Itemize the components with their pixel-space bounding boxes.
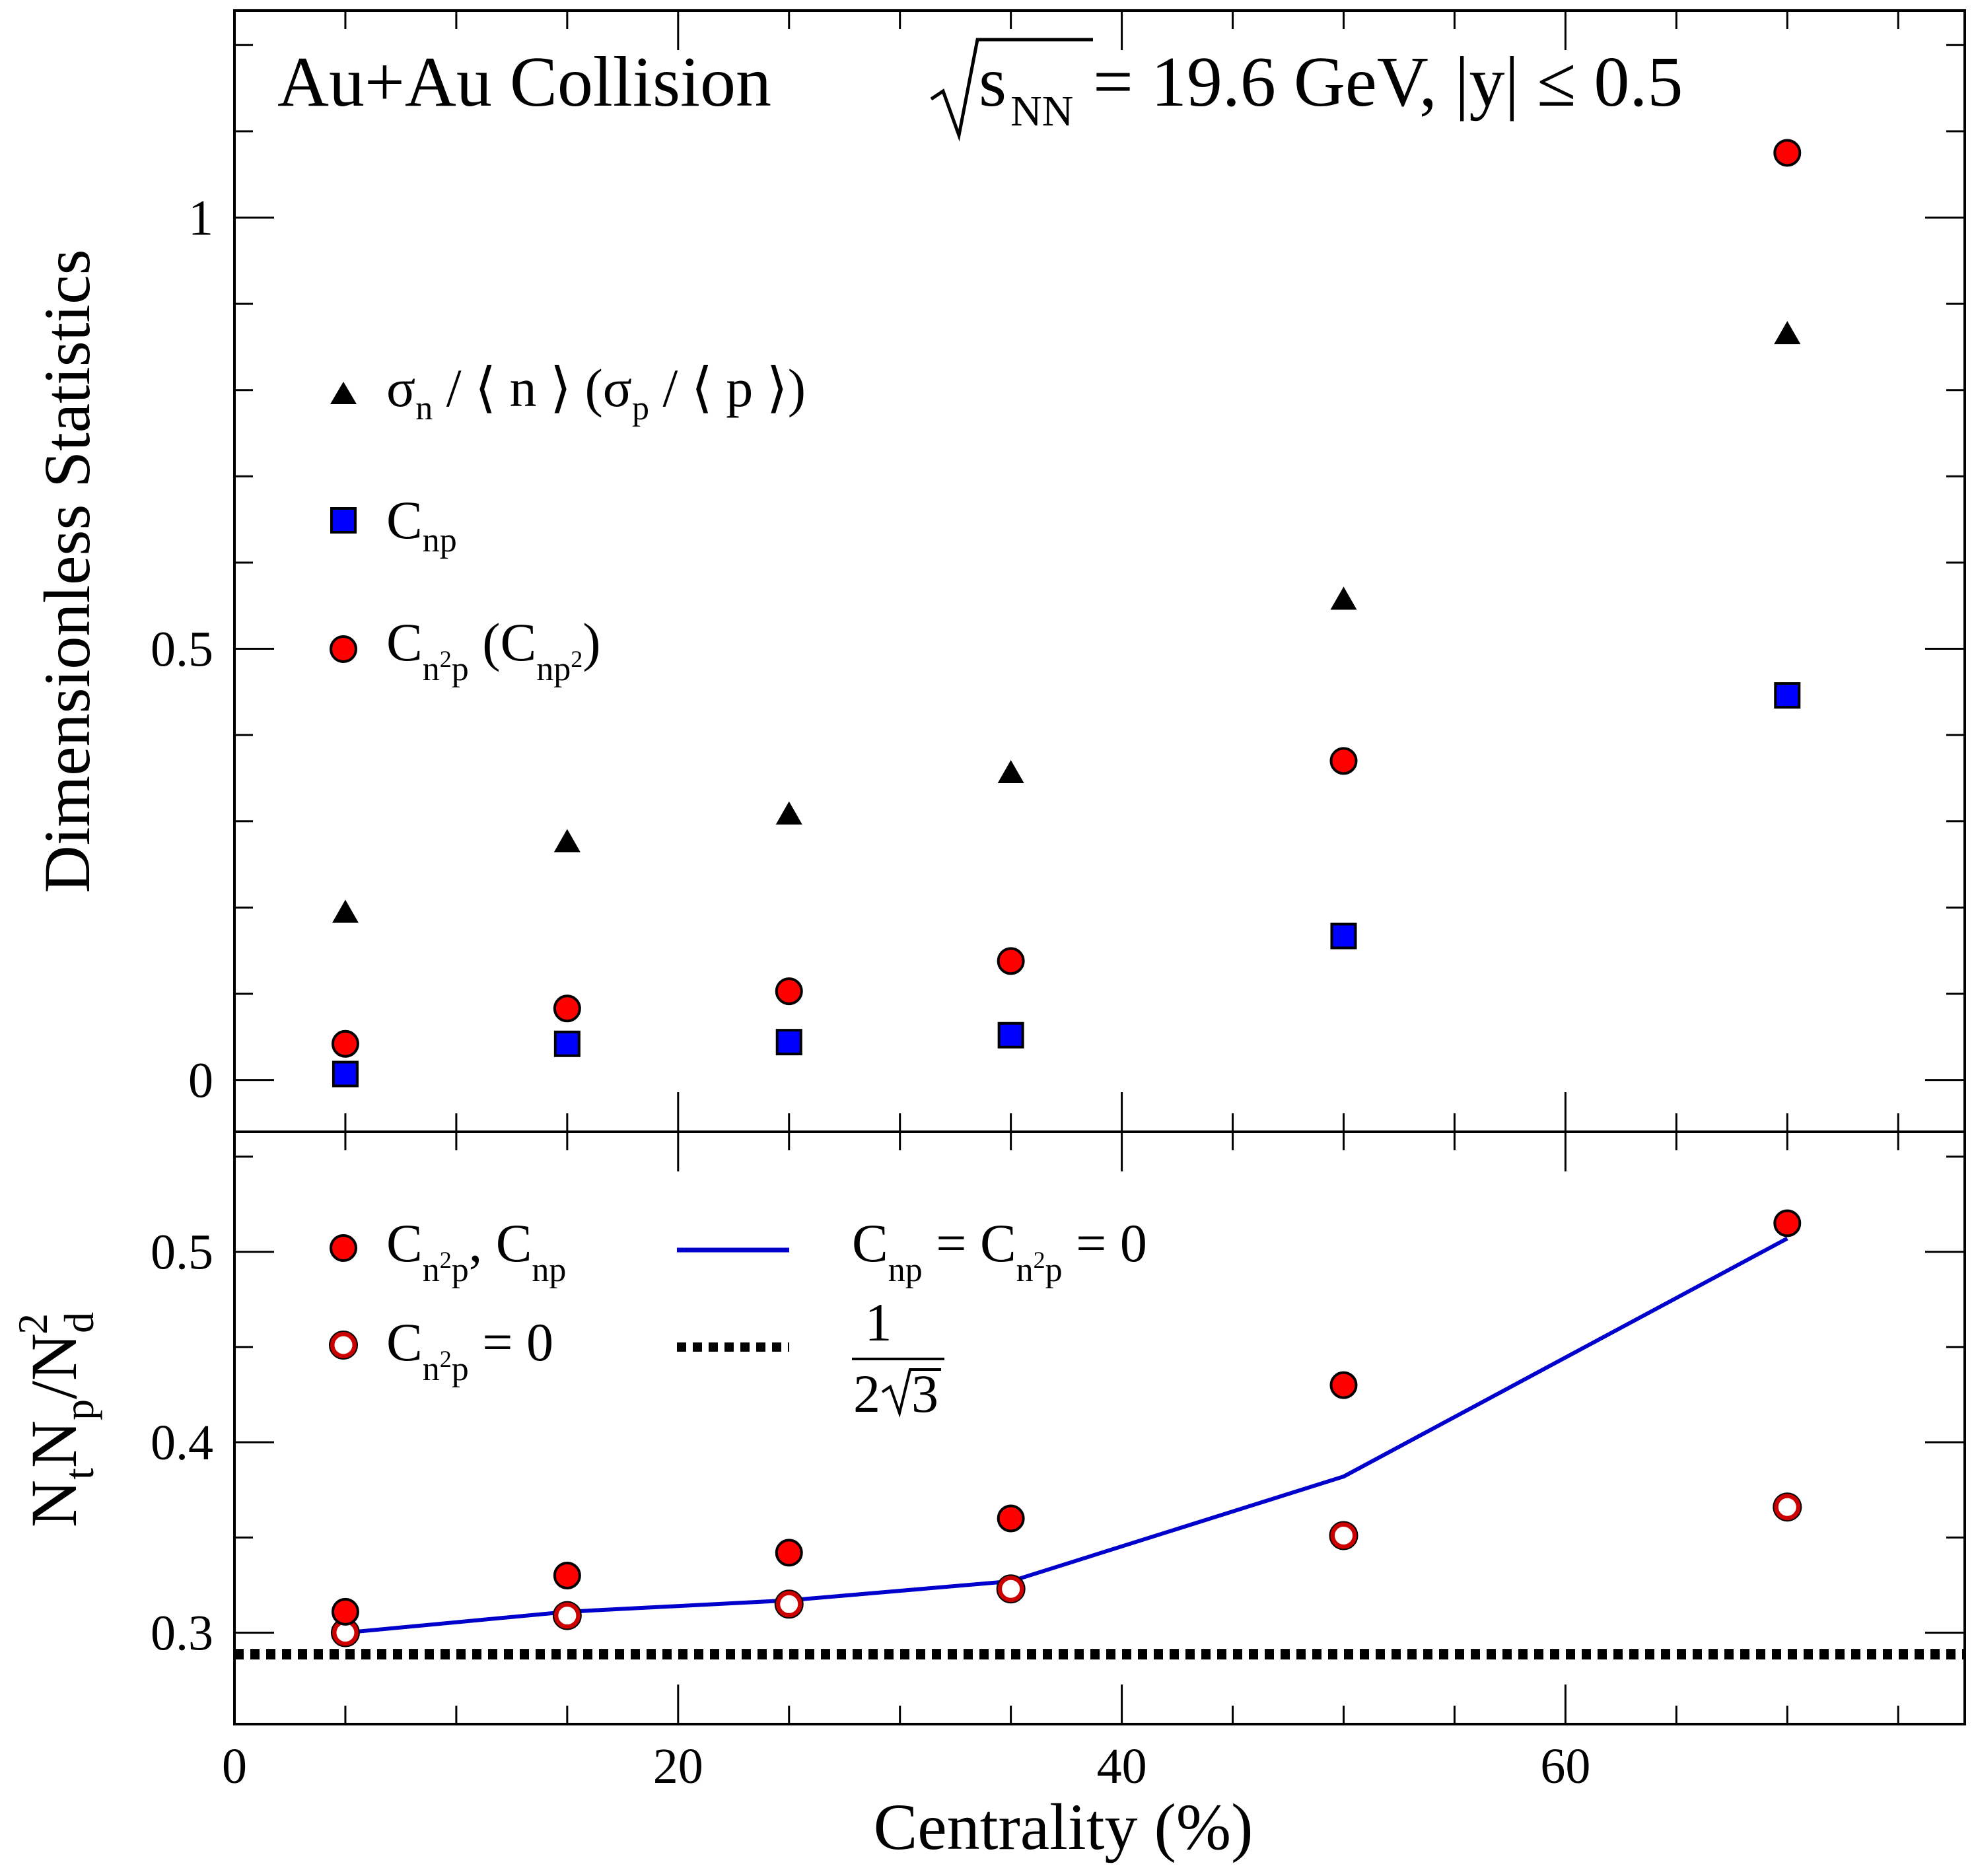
x-tick-label: 0 xyxy=(222,1739,247,1794)
y-tick-label: 0 xyxy=(188,1053,213,1109)
data-point-circle xyxy=(775,977,803,1006)
legend-cn2p-label: Cn2p (Cnp2) xyxy=(386,612,601,688)
top-plot-frame xyxy=(233,9,1966,1133)
data-point-circle xyxy=(997,1504,1025,1533)
legend-cnp-label: Cnp xyxy=(386,490,457,559)
data-point-open-circle-outline xyxy=(1329,1521,1358,1550)
data-point-triangle xyxy=(997,759,1024,783)
legend-open-label: Cn2p = 0 xyxy=(386,1312,553,1388)
y-tick-label: 0.4 xyxy=(151,1415,213,1471)
y-tick-label: 0.5 xyxy=(151,622,213,677)
legend-fraction-denominator-radicand: 3 xyxy=(911,1364,938,1424)
data-point-circle xyxy=(1773,1209,1802,1237)
chart-title-part-1: Au+Au Collision xyxy=(277,43,771,122)
data-point-circle xyxy=(553,1562,581,1590)
legend-item-cn2p: Cn2p (Cnp2) xyxy=(330,612,601,688)
chart-title-s: s xyxy=(979,43,1006,122)
data-point-circle xyxy=(553,994,581,1023)
data-point-triangle xyxy=(1774,321,1801,345)
bottom-legend: Cn2p, Cnp Cn2p = 0 Cnp = Cn2p = 0 1 2 3 xyxy=(329,1213,1147,1424)
data-point-circle xyxy=(1329,747,1358,775)
bottom-y-axis-label: NtNp/Nd2 xyxy=(9,1312,102,1527)
data-point-square xyxy=(1774,682,1801,709)
top-data-marks xyxy=(331,139,1802,1088)
bottom-y-tick-labels: 0.3 0.4 0.5 xyxy=(151,1225,213,1661)
data-point-open-circle-outline xyxy=(996,1574,1026,1604)
data-point-open-circle-outline xyxy=(774,1589,804,1619)
x-tick-label: 40 xyxy=(1097,1739,1147,1794)
data-point-open-circle xyxy=(553,1602,581,1630)
data-point-square xyxy=(1330,922,1357,950)
legend-marker-filled-circle xyxy=(330,1234,357,1262)
data-point-square xyxy=(332,1060,359,1088)
data-point-open-circle-outline xyxy=(1773,1492,1802,1522)
bottom-panel: 0.3 0.4 0.5 0 20 40 60 Centrality (%) NtNp/Nd… xyxy=(9,1130,1966,1863)
legend-line-label: Cnp = Cn2p = 0 xyxy=(852,1213,1147,1289)
top-y-axis-label: Dimensionless Statistics xyxy=(30,250,104,893)
legend-sigma-label: σn / ⟨ n ⟩ (σp / ⟨ p ⟩) xyxy=(386,358,806,427)
bottom-data-marks xyxy=(234,1209,1965,1660)
data-point-triangle xyxy=(332,899,359,923)
data-point-open-circle xyxy=(1773,1493,1801,1521)
legend-marker-triangle xyxy=(330,382,357,404)
chart-title-nn: NN xyxy=(1010,87,1073,135)
legend-fraction-numerator: 1 xyxy=(865,1292,892,1352)
legend-item-blue-line: Cnp = Cn2p = 0 xyxy=(677,1213,1147,1289)
data-point-triangle xyxy=(553,829,581,852)
sqrt-small-icon xyxy=(881,1368,941,1418)
y-tick-label: 0.5 xyxy=(151,1225,213,1280)
data-point-square xyxy=(775,1029,802,1056)
data-point-square xyxy=(553,1030,581,1057)
x-axis-label: Centrality (%) xyxy=(874,1790,1253,1863)
legend-filled-label: Cn2p, Cnp xyxy=(386,1213,566,1289)
sqrt-icon xyxy=(930,38,1093,142)
top-y-tick-labels: 00.51 xyxy=(151,190,213,1108)
legend-item-cnp: Cnp xyxy=(330,490,457,559)
chart-title-part-2: = 19.6 GeV, |y| ≤ 0.5 xyxy=(1093,43,1683,122)
data-point-circle xyxy=(331,1597,359,1626)
top-panel: 00.51 Au+Au Collision s NN = 19.6 GeV, |… xyxy=(30,9,1966,1133)
series-line-blue xyxy=(345,1236,1788,1635)
legend-marker-open-circle-outline xyxy=(329,1331,358,1360)
data-point-open-circle xyxy=(1329,1521,1357,1549)
top-ticks xyxy=(234,11,1965,1132)
data-point-circle xyxy=(775,1539,803,1567)
data-point-open-circle xyxy=(775,1590,803,1618)
chart-title: Au+Au Collision s NN = 19.6 GeV, |y| ≤ 0… xyxy=(277,38,1683,142)
legend-marker-circle xyxy=(330,635,357,663)
data-point-open-circle xyxy=(997,1575,1025,1603)
legend-fraction-denominator-prefix: 2 xyxy=(853,1364,880,1424)
legend-item-sigma: σn / ⟨ n ⟩ (σp / ⟨ p ⟩) xyxy=(330,358,806,427)
data-point-triangle xyxy=(775,801,802,825)
data-point-circle xyxy=(331,1029,359,1058)
x-tick-label: 60 xyxy=(1540,1739,1590,1794)
legend-marker-square xyxy=(330,507,357,534)
legend-item-filled-circle: Cn2p, Cnp xyxy=(330,1213,566,1289)
bottom-x-tick-labels: 0 20 40 60 xyxy=(222,1739,1590,1794)
legend-item-open-circle: Cn2p = 0 xyxy=(329,1312,553,1388)
top-legend: σn / ⟨ n ⟩ (σp / ⟨ p ⟩) Cnp Cn2p (Cnp2) xyxy=(330,358,806,688)
data-point-circle xyxy=(997,947,1025,975)
legend-item-dotted-line: 1 2 3 xyxy=(677,1292,944,1424)
data-point-open-circle-outline xyxy=(552,1601,582,1630)
y-tick-label: 1 xyxy=(188,190,213,246)
bottom-ticks xyxy=(234,1132,1965,1724)
data-point-square xyxy=(997,1022,1024,1049)
y-tick-label: 0.3 xyxy=(151,1606,213,1661)
legend-marker-open-circle xyxy=(330,1331,357,1359)
x-tick-label: 20 xyxy=(653,1739,703,1794)
data-point-triangle xyxy=(1330,586,1357,610)
bottom-plot-frame xyxy=(233,1130,1966,1725)
data-point-circle xyxy=(1329,1371,1358,1399)
data-point-circle xyxy=(1773,139,1802,167)
